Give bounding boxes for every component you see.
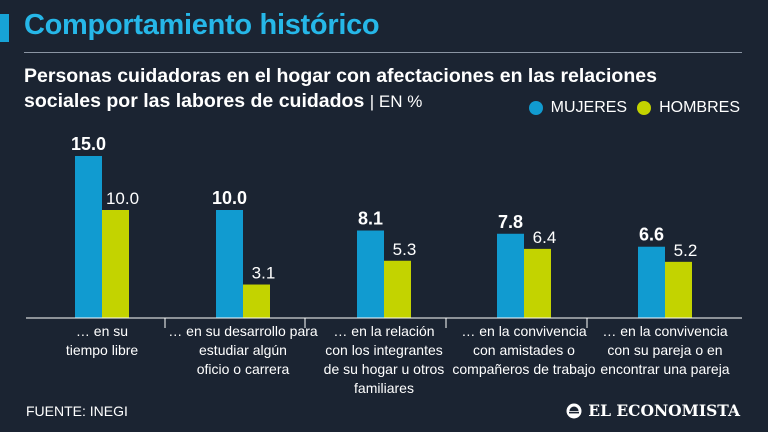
bar-hombres-1 [102,210,129,318]
legend-label-hombres: HOMBRES [659,99,740,116]
brand-icon [566,403,582,418]
unit-label: | EN % [369,92,423,111]
value-label-mujeres-1: 15.0 [71,134,106,154]
bar-mujeres-4 [497,233,524,318]
legend: MUJERES HOMBRES [528,99,740,117]
legend-item-mujeres: MUJERES [528,99,628,117]
value-label-mujeres-2: 10.0 [212,188,247,208]
legend-item-hombres: HOMBRES [637,99,740,117]
category-label-3-line-3: de su hogar u otros [324,361,445,377]
value-label-hombres-1: 10.0 [106,189,139,208]
category-label-4-line-1: … en la convivencia [461,323,587,339]
bar-mujeres-2 [216,210,243,318]
title-divider [24,52,742,53]
legend-swatch-mujeres [528,101,543,115]
bar-hombres-3 [384,260,411,318]
legend-swatch-hombres [637,101,652,115]
value-label-hombres-3: 5.3 [393,240,417,259]
source-note: FUENTE: INEGI [26,403,128,419]
category-label-2-line-2: estudiar algún [199,342,287,358]
bar-hombres-5 [665,261,692,318]
category-label-1-line-1: … en su [76,323,128,339]
chart-subtitle: Personas cuidadoras en el hogar con afec… [24,64,764,114]
subtitle-line-1: Personas cuidadoras en el hogar con afec… [24,65,657,87]
title-accent-bar [0,14,9,42]
bar-hombres-4 [524,248,551,318]
category-label-1-line-2: tiempo libre [66,342,139,358]
brand-logo: EL ECONOMISTA [566,401,740,420]
bar-hombres-2 [243,284,270,318]
bar-mujeres-3 [357,230,384,318]
value-label-mujeres-4: 7.8 [498,212,523,232]
category-label-5-line-1: … en la convivencia [602,323,728,339]
category-label-3-line-4: familiares [354,380,414,396]
value-label-hombres-5: 5.2 [674,241,698,260]
value-label-mujeres-3: 8.1 [358,209,383,229]
category-label-3-line-2: con los integrantes [325,342,443,358]
category-label-2-line-1: … en su desarrollo para [168,323,318,339]
brand-name: EL ECONOMISTA [588,401,740,420]
value-label-hombres-2: 3.1 [252,264,276,283]
category-label-5-line-2: con su pareja o en [607,342,722,358]
value-label-hombres-4: 6.4 [533,228,557,247]
category-label-4-line-2: con amistades o [473,342,575,358]
chart-title: Comportamiento histórico [24,9,380,41]
bar-mujeres-1 [75,156,102,318]
category-label-2-line-3: oficio o carrera [197,361,290,377]
category-label-4-line-3: compañeros de trabajo [452,361,595,377]
subtitle-line-2: sociales por las labores de cuidados [24,90,365,112]
legend-label-mujeres: MUJERES [550,99,628,116]
category-label-5-line-3: encontrar una pareja [600,361,729,377]
value-label-mujeres-5: 6.6 [639,225,664,245]
category-label-3-line-1: … en la relación [333,323,434,339]
bar-mujeres-5 [638,246,665,318]
